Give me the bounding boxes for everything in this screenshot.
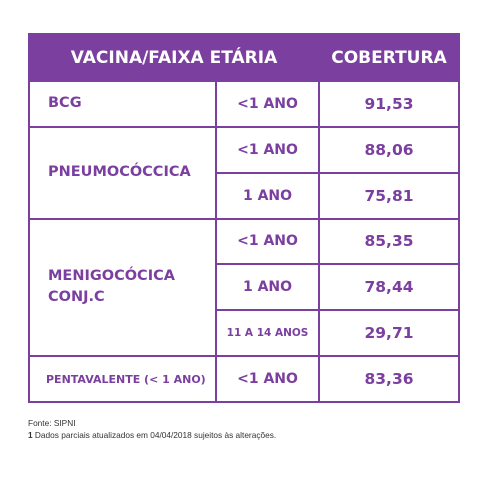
age-range-cell: <1 ANO [215, 125, 320, 174]
vaccine-name-menigo-line2: CONJ.C [48, 289, 105, 306]
age-range-cell: <1 ANO [215, 355, 320, 403]
header-coverage: COBERTURA [318, 33, 460, 82]
coverage-value-cell: 83,36 [318, 355, 460, 403]
vaccine-name-pneumo: PNEUMOCÓCCICA [28, 125, 217, 220]
footnote: 1 Dados parciais atualizados em 04/04/20… [28, 429, 468, 441]
table-row: 11 A 14 ANOS 29,71 [29, 309, 460, 358]
source-note: Fonte: SIPNI [28, 418, 76, 428]
coverage-value-cell: 88,06 [318, 125, 460, 174]
coverage-value-cell: 85,35 [318, 217, 460, 266]
age-range-cell: <1 ANO [215, 80, 320, 128]
coverage-value-cell: 78,44 [318, 263, 460, 312]
vaccine-name-menigo-line1: MENIGOCÓCICA [48, 268, 175, 285]
table-row: 1 ANO 78,44 [29, 263, 460, 312]
vaccine-name-menigo: MENIGOCÓCICA CONJ.C [28, 217, 217, 358]
coverage-value-cell: 29,71 [318, 309, 460, 358]
table-notes: Fonte: SIPNI 1 Dados parciais atualizado… [28, 417, 468, 441]
coverage-value-cell: 91,53 [318, 80, 460, 128]
vaccine-name-penta: PENTAVALENTE (< 1 ANO) [28, 355, 217, 403]
age-range-cell: 1 ANO [215, 171, 320, 220]
coverage-value-cell: 75,81 [318, 171, 460, 220]
table-row: MENIGOCÓCICA CONJ.C <1 ANO 85,35 [28, 217, 460, 358]
age-range-cell: <1 ANO [215, 217, 320, 266]
table-row: 1 ANO 75,81 [29, 171, 460, 220]
table-row: PENTAVALENTE (< 1 ANO) <1 ANO 83,36 [28, 355, 460, 403]
footnote-text: Dados parciais atualizados em 04/04/2018… [32, 430, 277, 440]
coverage-table: VACINA/FAIXA ETÁRIA COBERTURA BCG <1 ANO… [28, 33, 460, 403]
table-row: PNEUMOCÓCCICA <1 ANO 88,06 [28, 125, 460, 220]
vaccine-name-bcg: BCG [28, 80, 217, 128]
footnote-marker: 1 [28, 430, 33, 440]
age-range-cell: 1 ANO [215, 263, 320, 312]
age-range-cell: 11 A 14 ANOS [215, 309, 320, 358]
table-row: BCG <1 ANO 91,53 [28, 80, 460, 128]
table-header-row: VACINA/FAIXA ETÁRIA COBERTURA [28, 33, 460, 82]
header-vaccine-age: VACINA/FAIXA ETÁRIA [28, 33, 320, 82]
